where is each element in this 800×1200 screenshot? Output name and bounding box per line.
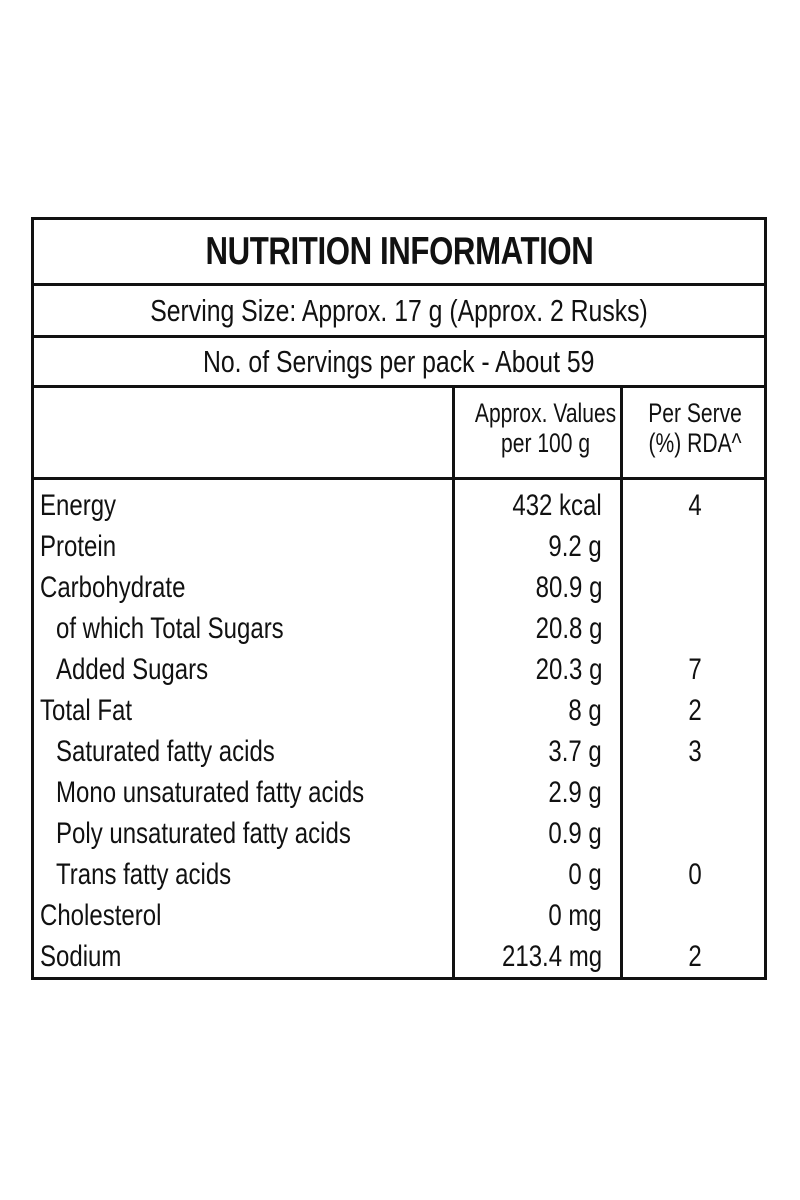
table-row: Mono unsaturated fatty acids 2.9 g [34, 772, 764, 813]
column-header-row: Approx. Values per 100 g Per Serve (%) RDA… [34, 388, 764, 480]
column-divider-rda [620, 388, 623, 977]
nutrient-name: Cholesterol [40, 899, 162, 932]
nutrient-rda: 2 [688, 694, 702, 727]
nutrient-rda: 2 [688, 940, 702, 973]
table-row: Sodium 213.4 mg 2 [34, 936, 764, 977]
nutrient-name: Poly unsaturated fatty acids [56, 817, 351, 850]
table-row: Added Sugars 20.3 g 7 [34, 649, 764, 690]
servings-per-pack-bar: No. of Servings per pack - About 59 [34, 338, 764, 388]
nutrient-rda: 3 [688, 735, 702, 768]
table-row: Carbohydrate 80.9 g [34, 567, 764, 608]
nutrient-name: Sodium [40, 940, 122, 973]
nutrient-value: 0 g [568, 858, 602, 891]
table-row: Saturated fatty acids 3.7 g 3 [34, 731, 764, 772]
nutrient-value: 9.2 g [548, 530, 602, 563]
serving-size-bar: Serving Size: Approx. 17 g (Approx. 2 Ru… [34, 286, 764, 338]
nutrient-value: 80.9 g [535, 571, 602, 604]
nutrient-rda: 7 [688, 653, 702, 686]
nutrient-value: 0.9 g [548, 817, 602, 850]
nutrient-value: 8 g [568, 694, 602, 727]
nutrient-value: 432 kcal [512, 489, 602, 522]
nutrient-value: 20.8 g [535, 612, 602, 645]
table-row: Energy 432 kcal 4 [34, 485, 764, 526]
table-row: Total Fat 8 g 2 [34, 690, 764, 731]
nutrient-name: Added Sugars [56, 653, 209, 686]
nutrient-name: Trans fatty acids [56, 858, 232, 891]
column-divider-values [452, 388, 455, 977]
rda-column-header: Per Serve (%) RDA^ [623, 398, 767, 458]
nutrient-name: of which Total Sugars [56, 612, 284, 645]
title-bar: NUTRITION INFORMATION [34, 220, 764, 286]
panel-title: NUTRITION INFORMATION [205, 229, 593, 273]
nutrition-panel: NUTRITION INFORMATION Serving Size: Appr… [31, 217, 767, 980]
nutrient-rda: 4 [688, 489, 702, 522]
nutrient-value: 2.9 g [548, 776, 602, 809]
rda-header-line1: Per Serve [648, 398, 742, 428]
nutrient-value: 0 mg [548, 899, 602, 932]
nutrient-name: Saturated fatty acids [56, 735, 275, 768]
nutrient-name: Carbohydrate [40, 571, 186, 604]
nutrient-value: 213.4 mg [501, 940, 602, 973]
nutrient-name: Mono unsaturated fatty acids [56, 776, 365, 809]
values-header-line1: Approx. Values [474, 398, 617, 428]
table-row: Poly unsaturated fatty acids 0.9 g [34, 813, 764, 854]
serving-size-text: Serving Size: Approx. 17 g (Approx. 2 Ru… [150, 292, 648, 328]
values-header-line2: per 100 g [501, 428, 591, 458]
nutrient-value: 3.7 g [548, 735, 602, 768]
table-row: of which Total Sugars 20.8 g [34, 608, 764, 649]
nutrient-rda: 0 [688, 858, 702, 891]
table-row: Cholesterol 0 mg [34, 895, 764, 936]
nutrient-name: Total Fat [40, 694, 133, 727]
nutrient-name: Protein [40, 530, 117, 563]
nutrient-name: Energy [40, 489, 117, 522]
nutrient-rows: Energy 432 kcal 4 Protein 9.2 g Carbohydrate 8… [34, 485, 764, 977]
table-row: Trans fatty acids 0 g 0 [34, 854, 764, 895]
values-column-header: Approx. Values per 100 g [455, 398, 620, 458]
rda-header-line2: (%) RDA^ [648, 428, 742, 458]
nutrient-value: 20.3 g [535, 653, 602, 686]
servings-per-pack-text: No. of Servings per pack - About 59 [203, 343, 595, 379]
table-row: Protein 9.2 g [34, 526, 764, 567]
